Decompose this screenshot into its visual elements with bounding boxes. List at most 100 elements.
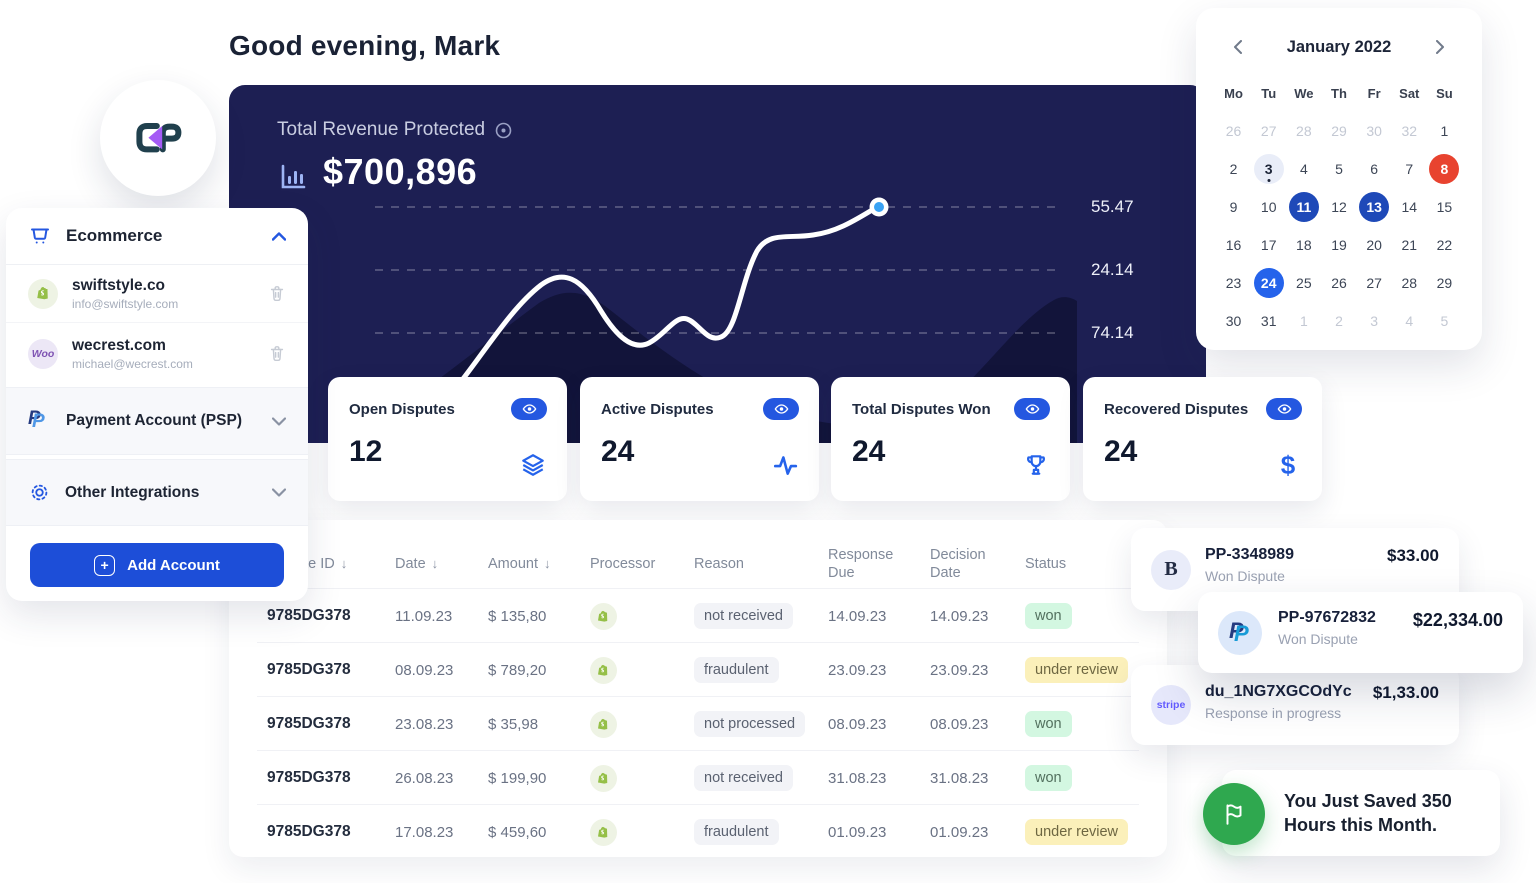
account-row-swiftstyle[interactable]: swiftstyle.co info@swiftstyle.com bbox=[6, 265, 308, 323]
calendar-day[interactable]: 30 bbox=[1225, 313, 1242, 329]
dispute-status: Won Dispute bbox=[1278, 631, 1358, 647]
bar-chart-icon bbox=[277, 161, 309, 193]
cell-response-due: 01.09.23 bbox=[828, 823, 887, 841]
sidebar-section-ecommerce[interactable]: Ecommerce bbox=[6, 208, 308, 265]
cell-date: 08.09.23 bbox=[395, 661, 454, 679]
cell-amount: $ 459,60 bbox=[488, 823, 547, 841]
cell-processor bbox=[590, 751, 617, 805]
cell-status: under review bbox=[1025, 805, 1129, 859]
chevron-up-icon[interactable] bbox=[272, 231, 286, 241]
calendar-day[interactable]: 28 bbox=[1296, 123, 1312, 139]
eye-icon[interactable] bbox=[1266, 398, 1302, 420]
cell-date: 17.08.23 bbox=[395, 823, 454, 841]
weekday-label: We bbox=[1294, 86, 1314, 101]
calendar-day[interactable]: 17 bbox=[1260, 237, 1277, 253]
calendar-day[interactable]: 28 bbox=[1401, 275, 1418, 291]
calendar-day[interactable]: 30 bbox=[1366, 123, 1382, 139]
calendar-day[interactable]: 12 bbox=[1331, 199, 1347, 215]
column-header-date[interactable]: Date ↓ bbox=[395, 556, 439, 572]
calendar-day-selected-red[interactable]: 8 bbox=[1429, 154, 1460, 184]
dispute-amount: $22,334.00 bbox=[1412, 610, 1503, 630]
sort-desc-icon[interactable]: ↓ bbox=[431, 556, 439, 571]
calendar-day[interactable]: 20 bbox=[1366, 237, 1382, 253]
calendar-day[interactable]: 16 bbox=[1225, 237, 1242, 253]
calendar-day[interactable]: 4 bbox=[1405, 313, 1414, 329]
calendar-day[interactable]: 26 bbox=[1225, 123, 1242, 139]
cell-amount: $ 35,98 bbox=[488, 715, 539, 733]
table-row[interactable]: 9785DG378 23.08.23 $ 35,98 not processed… bbox=[257, 696, 1139, 750]
sort-desc-icon[interactable]: ↓ bbox=[340, 556, 348, 571]
calendar-day[interactable]: 10 bbox=[1260, 199, 1277, 215]
trash-icon[interactable] bbox=[268, 344, 286, 364]
info-icon[interactable] bbox=[495, 122, 512, 139]
notification-won-dispute-1[interactable]: B PP-3348989 Won Dispute $33.00 bbox=[1131, 528, 1459, 611]
calendar-day[interactable]: 27 bbox=[1260, 123, 1277, 139]
calendar-day[interactable]: 22 bbox=[1436, 237, 1453, 253]
column-header-amount[interactable]: Amount ↓ bbox=[488, 556, 551, 572]
account-email: info@swiftstyle.com bbox=[72, 296, 179, 311]
add-account-button[interactable]: + Add Account bbox=[30, 543, 284, 587]
calendar-day[interactable]: 3 bbox=[1370, 313, 1379, 329]
sidebar-section-other-integrations[interactable]: Other Integrations bbox=[6, 459, 308, 526]
paypal-icon: P P bbox=[28, 408, 45, 432]
calendar-day[interactable]: 2 bbox=[1229, 161, 1238, 177]
table-row[interactable]: 9785DG378 17.08.23 $ 459,60 fraudulent 0… bbox=[257, 804, 1139, 858]
calendar-day[interactable]: 31 bbox=[1260, 313, 1277, 329]
eye-icon[interactable] bbox=[1014, 398, 1050, 420]
calendar-day[interactable]: 26 bbox=[1331, 275, 1347, 291]
calendar-day[interactable]: 1 bbox=[1299, 313, 1308, 329]
calendar-day-selected[interactable]: 11 bbox=[1288, 192, 1319, 222]
calendar-day[interactable]: 15 bbox=[1436, 199, 1453, 215]
notification-response-in-progress[interactable]: stripe du_1NG7XGCOdYc Response in progre… bbox=[1131, 665, 1459, 745]
calendar-day[interactable]: 25 bbox=[1296, 275, 1312, 291]
dispute-amount: $33.00 bbox=[1387, 546, 1439, 565]
table-row[interactable]: 9785DG378 26.08.23 $ 199,90 not received… bbox=[257, 750, 1139, 804]
calendar-weekday-row: Mo Tu We Th Fr Sat Su bbox=[1216, 86, 1462, 101]
calendar-month-title: January 2022 bbox=[1286, 37, 1392, 56]
stat-label: Active Disputes bbox=[601, 401, 714, 418]
table-row[interactable]: 9785DG378 11.09.23 $ 135,80 not received… bbox=[257, 588, 1139, 642]
eye-icon[interactable] bbox=[763, 398, 799, 420]
cell-dispute-id: 9785DG378 bbox=[267, 607, 351, 624]
calendar-day-today[interactable]: 3 bbox=[1253, 154, 1284, 184]
calendar-day[interactable]: 5 bbox=[1440, 313, 1449, 329]
calendar-day[interactable]: 5 bbox=[1335, 161, 1343, 177]
plus-icon: + bbox=[94, 554, 116, 576]
calendar-day[interactable]: 2 bbox=[1335, 313, 1343, 329]
calendar-day[interactable]: 7 bbox=[1405, 161, 1414, 177]
chevron-down-icon[interactable] bbox=[272, 416, 286, 426]
calendar-day-selected[interactable]: 13 bbox=[1359, 192, 1390, 222]
calendar-day[interactable]: 23 bbox=[1225, 275, 1242, 291]
calendar-day[interactable]: 9 bbox=[1229, 199, 1238, 215]
calendar-day-selected-blue[interactable]: 24 bbox=[1253, 268, 1284, 298]
calendar-day[interactable]: 27 bbox=[1366, 275, 1382, 291]
cart-icon bbox=[28, 224, 52, 248]
chevron-right-icon[interactable] bbox=[1430, 36, 1452, 58]
calendar-day[interactable]: 18 bbox=[1296, 237, 1312, 253]
calendar-day[interactable]: 4 bbox=[1299, 161, 1308, 177]
cell-decision-date: 23.09.23 bbox=[930, 661, 989, 679]
gear-icon bbox=[28, 481, 51, 504]
calendar-day[interactable]: 29 bbox=[1331, 123, 1347, 139]
cell-dispute-id: 9785DG378 bbox=[267, 769, 351, 786]
cell-amount: $ 135,80 bbox=[488, 607, 547, 625]
activity-icon bbox=[771, 451, 799, 479]
woocommerce-icon: Woo bbox=[28, 339, 58, 369]
trash-icon[interactable] bbox=[268, 284, 286, 304]
calendar-day[interactable]: 19 bbox=[1331, 237, 1347, 253]
account-row-wecrest[interactable]: Woo wecrest.com michael@wecrest.com bbox=[6, 323, 308, 385]
calendar-day[interactable]: 32 bbox=[1401, 123, 1418, 139]
cell-reason: not processed bbox=[694, 697, 806, 751]
sort-desc-icon[interactable]: ↓ bbox=[543, 556, 551, 571]
calendar-day[interactable]: 1 bbox=[1440, 123, 1449, 139]
calendar-day[interactable]: 6 bbox=[1370, 161, 1379, 177]
chevron-down-icon[interactable] bbox=[272, 488, 286, 497]
sidebar-section-payment-psp[interactable]: P P Payment Account (PSP) bbox=[6, 387, 308, 455]
table-row[interactable]: 9785DG378 08.09.23 $ 789,20 fraudulent 2… bbox=[257, 642, 1139, 696]
calendar-day[interactable]: 14 bbox=[1401, 199, 1418, 215]
chevron-left-icon[interactable] bbox=[1226, 36, 1248, 58]
calendar-day[interactable]: 21 bbox=[1401, 237, 1418, 253]
calendar-day[interactable]: 29 bbox=[1436, 275, 1453, 291]
eye-icon[interactable] bbox=[511, 398, 547, 420]
